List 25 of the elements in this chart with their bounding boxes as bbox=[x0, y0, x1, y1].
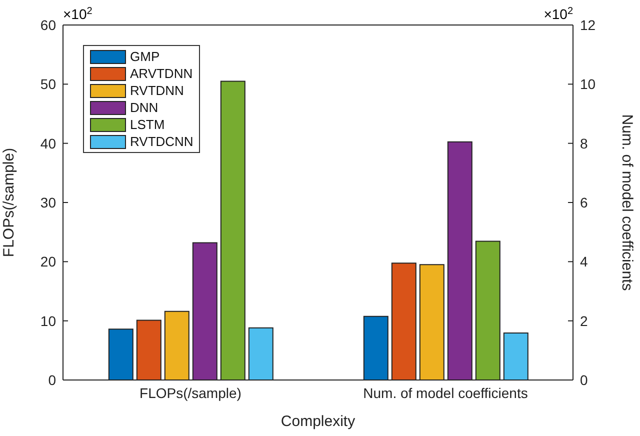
text: ×10$^{2}$ bbox=[63, 6, 93, 22]
y-tick-label: 60 bbox=[40, 16, 56, 33]
y-tick-label: 50 bbox=[40, 76, 56, 92]
legend-label: DNN bbox=[130, 100, 158, 116]
legend-label: ARVTDNN bbox=[130, 66, 193, 82]
y2-tick-label: 0 bbox=[580, 372, 588, 388]
legend-label: GMP bbox=[130, 48, 160, 64]
y-tick-label: 0 bbox=[48, 372, 56, 388]
y-tick-label: 10 bbox=[40, 312, 56, 329]
y2-tick-label: 12 bbox=[580, 16, 596, 33]
legend-label: RVTDCNN bbox=[130, 134, 194, 150]
y2-tick-label: 8 bbox=[580, 135, 588, 152]
y-tick-label: 40 bbox=[40, 135, 56, 152]
y-axis-title: FLOPs(/sample) bbox=[0, 148, 18, 258]
y2-tick-label: 4 bbox=[580, 254, 588, 270]
y2-tick-label: 6 bbox=[580, 194, 588, 210]
y2-tick-label: 2 bbox=[580, 312, 588, 329]
y2-tick-label: 10 bbox=[580, 76, 596, 92]
x-axis-title: Complexity bbox=[280, 413, 356, 430]
y2-axis-title: Num. of model coefficients bbox=[618, 114, 636, 291]
y-tick-label: 30 bbox=[40, 194, 56, 210]
text: ×10$^{2}$ bbox=[544, 6, 574, 22]
y-tick-label: 20 bbox=[40, 254, 56, 270]
legend-label: LSTM bbox=[130, 116, 165, 132]
legend-label: RVTDNN bbox=[130, 82, 184, 98]
